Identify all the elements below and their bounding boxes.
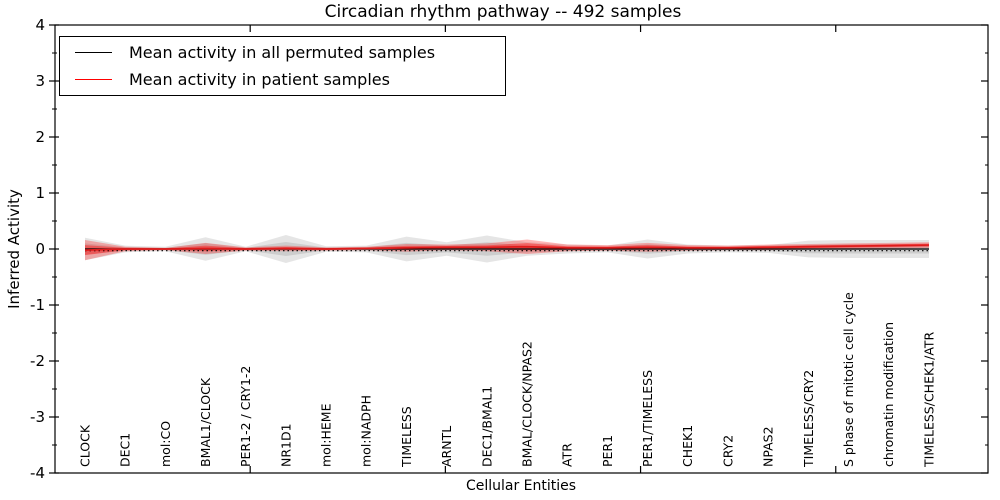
x-category-label: CLOCK <box>77 424 92 467</box>
legend: Mean activity in all permuted samples Me… <box>59 36 506 96</box>
x-category-label: mol:HEME <box>319 403 334 467</box>
x-category-label: S phase of mitotic cell cycle <box>841 292 856 467</box>
y-tick-label: 4 <box>35 16 45 34</box>
x-axis-label: Cellular Entities <box>465 478 577 494</box>
y-tick-label: 0 <box>35 240 45 258</box>
x-category-label: PER1 <box>600 435 615 467</box>
x-category-label: chromatin modification <box>881 322 896 467</box>
y-tick-label: -3 <box>30 408 45 426</box>
x-category-label: NPAS2 <box>761 426 776 467</box>
x-category-label: NR1D1 <box>278 423 293 467</box>
x-category-label: BMAL/CLOCK/NPAS2 <box>519 341 534 467</box>
y-tick-label: -4 <box>30 464 45 482</box>
x-category-label: ATR <box>560 443 575 467</box>
legend-entry-patient: Mean activity in patient samples <box>75 69 505 89</box>
x-category-label: TIMELESS/CHEK1/ATR <box>921 331 936 468</box>
x-category-label: BMAL1/CLOCK <box>198 377 213 467</box>
y-tick-label: -1 <box>30 296 45 314</box>
y-tick-label: 2 <box>35 128 45 146</box>
y-tick-label: 1 <box>35 184 45 202</box>
x-category-label: ARNTL <box>439 426 454 467</box>
patient-mean-line <box>84 244 930 251</box>
y-tick-label: -2 <box>30 352 45 370</box>
x-category-label: TIMELESS <box>399 406 414 468</box>
x-category-label: TIMELESS/CRY2 <box>801 370 816 468</box>
x-category-label: CHEK1 <box>680 425 695 467</box>
y-tick-label: 3 <box>35 72 45 90</box>
patient-line-swatch <box>75 79 112 80</box>
chart-title: Circadian rhythm pathway -- 492 samples <box>324 2 682 22</box>
x-category-label: CRY2 <box>720 435 735 467</box>
legend-label-permuted: Mean activity in all permuted samples <box>129 42 436 62</box>
legend-label-patient: Mean activity in patient samples <box>129 69 390 89</box>
x-category-label: PER1/TIMELESS <box>640 370 655 467</box>
x-category-label: mol:CO <box>158 421 173 467</box>
x-category-label: DEC1/BMAL1 <box>479 386 494 467</box>
permuted-line-swatch <box>75 52 112 53</box>
x-category-label: DEC1 <box>118 433 133 467</box>
patient-band-outer <box>85 239 929 261</box>
legend-entry-permuted: Mean activity in all permuted samples <box>75 42 505 62</box>
x-category-label: mol:NADPH <box>359 395 374 467</box>
x-category-label: PER1-2 / CRY1-2 <box>238 366 253 467</box>
